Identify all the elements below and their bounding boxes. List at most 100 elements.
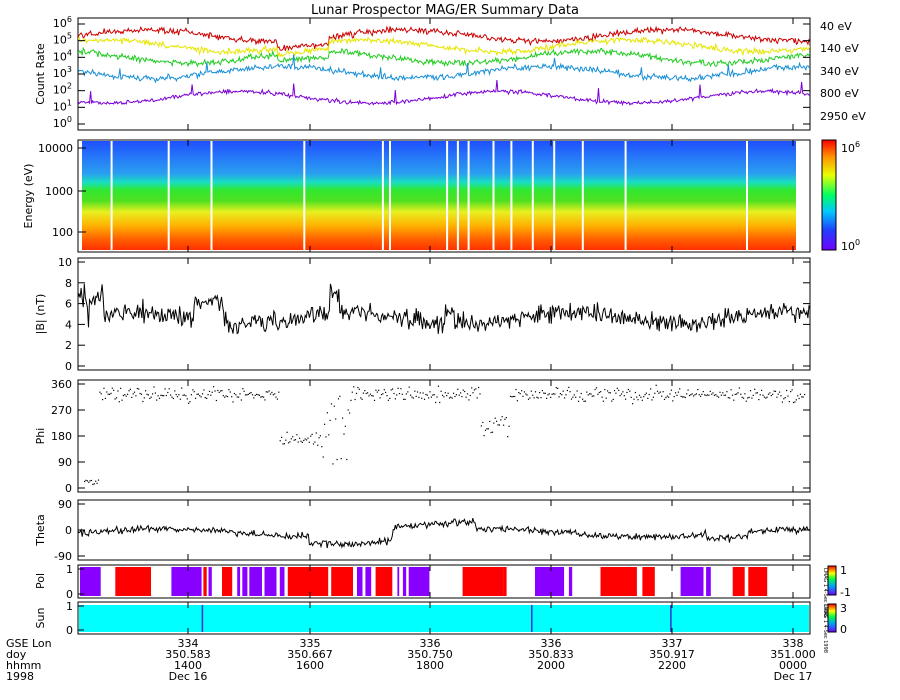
b-magnitude-trace (78, 283, 810, 335)
phi-point (770, 395, 772, 397)
phi-point (233, 392, 235, 395)
phi-point (97, 479, 100, 481)
phi-point (150, 396, 152, 398)
xtick-hhmm: 2200 (658, 659, 686, 672)
phi-point (253, 397, 255, 399)
phi-point (136, 387, 138, 390)
phi-point (547, 394, 549, 396)
spectrogram-ylabel: Energy (eV) (22, 164, 35, 229)
phi-point (464, 390, 466, 393)
phi-point (681, 396, 684, 398)
phi-point (791, 389, 793, 391)
b-ylabel-0: 0 (65, 360, 72, 373)
phi-point (122, 394, 124, 397)
polarity-segment (568, 567, 573, 596)
phi-point (196, 393, 198, 395)
phi-point (544, 392, 546, 394)
phi-point (117, 390, 119, 392)
phi-point (102, 399, 104, 401)
phi-point (762, 394, 764, 396)
polarity-segment (287, 567, 329, 596)
phi-point (231, 396, 233, 398)
phi-point (405, 393, 407, 395)
phi-point (412, 397, 414, 399)
phi-point (429, 391, 431, 393)
phi-point (645, 392, 647, 394)
phi-point (285, 439, 287, 441)
phi-point (174, 390, 176, 392)
phi-point (586, 391, 588, 393)
phi-point (303, 439, 305, 442)
b-ylabel-4: 4 (65, 318, 72, 331)
ylabel-1000: 1000 (45, 185, 73, 198)
phi-point (730, 389, 732, 391)
phi-point (172, 397, 174, 400)
phi-point (158, 397, 161, 399)
xtick-lon: 335 (300, 637, 321, 650)
phi-point (296, 434, 298, 436)
phi-point (425, 393, 427, 396)
phi-point (537, 397, 539, 399)
colorbar-min: 100 (841, 238, 860, 253)
phi-point (152, 393, 154, 395)
phi-point (109, 393, 111, 395)
phi-point (441, 394, 444, 396)
phi-point (489, 420, 491, 422)
polarity-side-note: LMAG 1 4-Sec 1998 (822, 568, 828, 617)
phi-point (565, 394, 567, 396)
sun-colorbar-top: 3 (840, 602, 847, 615)
phi-point (414, 390, 416, 392)
phi-point (354, 398, 356, 401)
theta-ylabel-90: 90 (58, 498, 72, 511)
phi-point (128, 390, 130, 392)
count-ylabel-4: 104 (53, 48, 72, 63)
phi-point (562, 390, 564, 392)
phi-point (566, 389, 568, 392)
phi-point (318, 437, 320, 439)
phi-point (403, 398, 405, 400)
phi-point (319, 435, 321, 437)
phi-point (576, 390, 578, 392)
phi-point (698, 394, 700, 396)
polarity-frame (77, 564, 811, 599)
phi-point (652, 396, 654, 398)
phi-point (604, 389, 606, 391)
phi-point (400, 388, 402, 390)
polarity-segment (171, 567, 202, 596)
phi-point (401, 393, 403, 395)
phi-point (602, 400, 604, 402)
phi-point (661, 395, 663, 397)
phi-point (239, 393, 241, 395)
phi-point (232, 401, 234, 403)
xtick-doy: 350.833 (528, 648, 574, 661)
phi-point (208, 390, 211, 392)
phi-point (755, 392, 757, 394)
polarity-segment (408, 567, 430, 596)
phi-point (534, 391, 537, 393)
phi-point (607, 390, 609, 392)
phi-point (446, 395, 448, 397)
phi-point (254, 394, 256, 396)
count-rate-trace-40ev (78, 25, 810, 52)
phi-point (394, 398, 396, 400)
phi-point (88, 481, 90, 483)
phi-point (324, 423, 326, 425)
phi-point (120, 387, 122, 389)
phi-point (404, 398, 406, 400)
phi-point (627, 388, 629, 391)
phi-point (418, 396, 420, 398)
phi-point (433, 394, 435, 396)
phi-point (183, 394, 186, 396)
polarity-segment (242, 567, 248, 596)
phi-point (691, 393, 693, 395)
phi-point (726, 391, 728, 393)
phi-point (533, 397, 535, 399)
phi-point (229, 391, 231, 393)
phi-point (416, 391, 419, 393)
phi-point (601, 396, 603, 398)
phi-point (392, 388, 394, 390)
polarity-segment (642, 567, 655, 596)
phi-point (92, 483, 94, 485)
phi-point (802, 396, 804, 398)
polarity-segment (706, 567, 711, 596)
